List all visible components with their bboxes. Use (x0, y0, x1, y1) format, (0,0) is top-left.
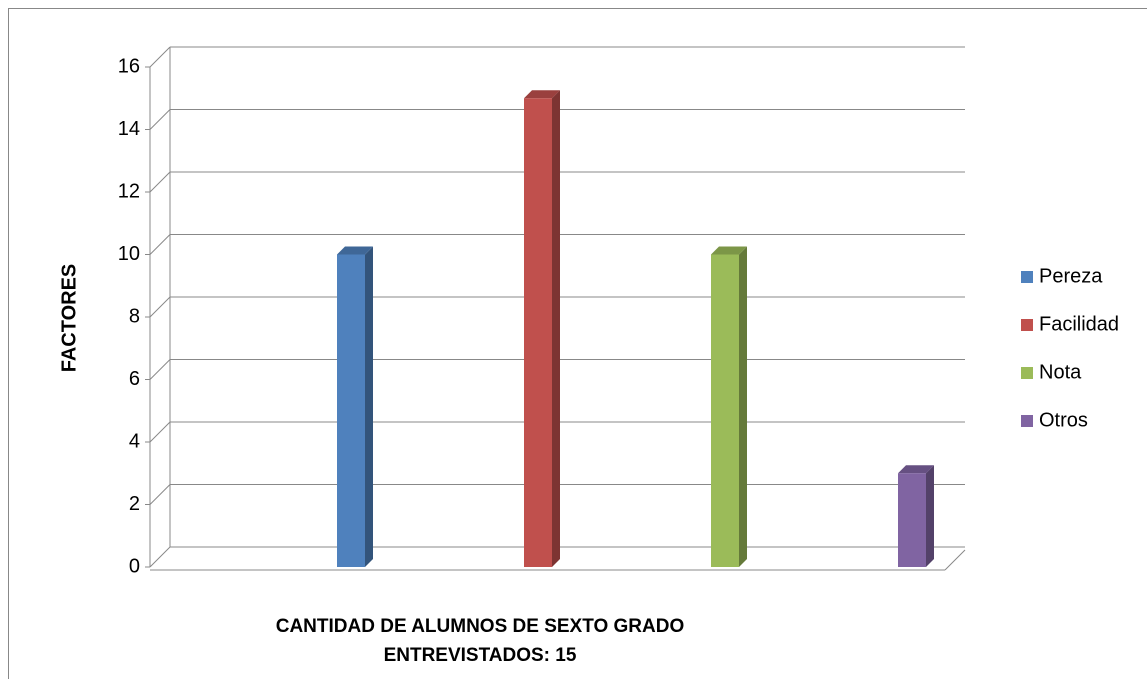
y-tick-label: 0 (129, 555, 140, 577)
legend-swatch (1021, 367, 1033, 379)
legend-swatch (1021, 319, 1033, 331)
bar-top (898, 465, 934, 474)
grid-line (149, 359, 171, 380)
bar-top (711, 246, 747, 255)
legend-label: Nota (1039, 361, 1082, 383)
legend-swatch (1021, 415, 1033, 427)
x-axis-title: CANTIDAD DE ALUMNOS DE SEXTO GRADO ENTRE… (275, 616, 685, 666)
bar (898, 473, 926, 567)
floor-right (944, 549, 966, 571)
y-axis-title: FACTORES (58, 264, 80, 373)
bar-side (926, 465, 934, 567)
bar (524, 98, 552, 567)
grid-line (149, 109, 171, 130)
grid-line (149, 171, 171, 193)
y-tick-label: 8 (129, 305, 140, 327)
bar-side (739, 246, 747, 567)
grid-line (149, 234, 171, 255)
legend-label: Pereza (1039, 265, 1103, 287)
chart-border (8, 8, 1147, 679)
y-tick-label: 6 (129, 368, 140, 390)
y-tick-label: 16 (118, 55, 140, 77)
y-tick-label: 4 (129, 430, 140, 452)
bar-top (524, 90, 560, 99)
grid-line (149, 484, 171, 505)
legend-label: Facilidad (1039, 313, 1119, 335)
grid-line (149, 546, 171, 568)
bar-side (552, 90, 560, 567)
bar-top (337, 246, 373, 255)
grid-line (149, 46, 171, 68)
grid-line (149, 421, 171, 443)
legend-label: Otros (1039, 409, 1088, 431)
bar (337, 254, 365, 567)
legend-swatch (1021, 271, 1033, 283)
grid-line (149, 296, 171, 318)
bar-side (365, 246, 373, 567)
y-tick-label: 2 (129, 493, 140, 515)
bar (711, 254, 739, 567)
y-tick-label: 12 (118, 180, 140, 202)
y-tick-label: 14 (118, 118, 140, 140)
y-tick-label: 10 (118, 243, 140, 265)
